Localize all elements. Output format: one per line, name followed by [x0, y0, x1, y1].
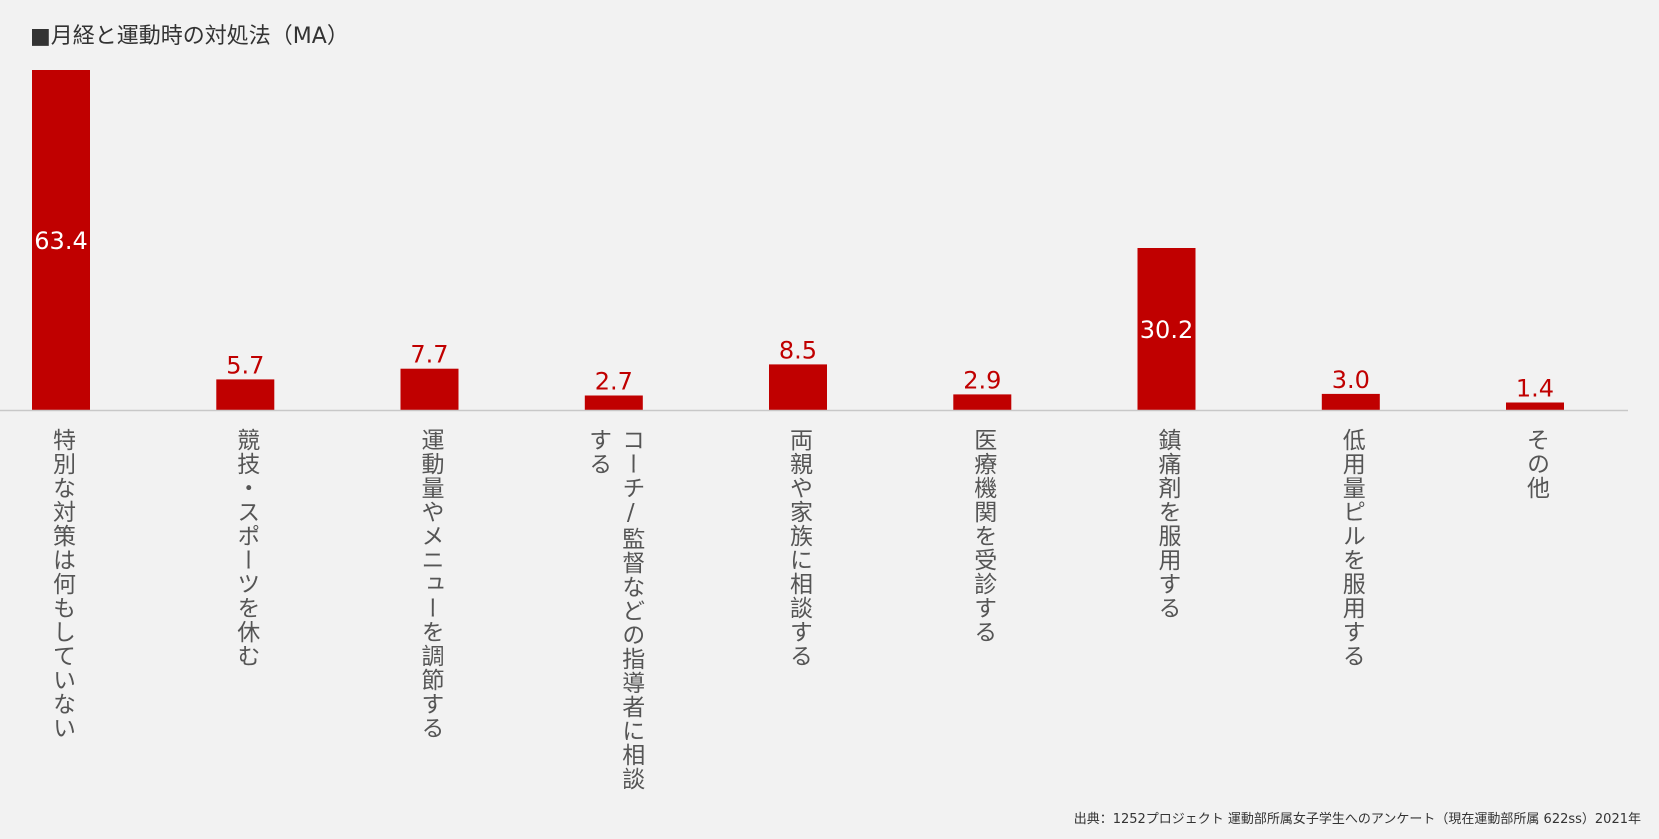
value-label-6: 30.2: [1140, 316, 1193, 344]
value-label-0: 63.4: [34, 227, 87, 255]
value-label-7: 3.0: [1332, 366, 1370, 394]
bar-2: [400, 368, 459, 410]
bar-1: [216, 379, 275, 410]
value-label-3: 2.7: [595, 368, 633, 396]
bar-3: [584, 395, 643, 410]
value-label-2: 7.7: [410, 341, 448, 369]
bar-7: [1321, 393, 1380, 410]
bar-8: [1506, 402, 1564, 410]
value-label-1: 5.7: [226, 351, 264, 379]
value-label-5: 2.9: [963, 366, 1001, 394]
source-note: 出典：1252プロジェクト 運動部所属女子学生へのアンケート（現在運動部所属 6…: [1073, 812, 1641, 827]
chart-title: ■月経と運動時の対処法（MA）: [30, 24, 349, 49]
bar-5: [953, 394, 1012, 410]
bar-4: [769, 364, 827, 410]
bar-0: [32, 70, 90, 410]
bar-6: [1137, 248, 1196, 410]
bars-group: [32, 70, 1564, 410]
value-label-8: 1.4: [1516, 375, 1554, 403]
value-label-4: 8.5: [779, 336, 817, 364]
value-labels-group: 63.4 5.7 7.7 2.7 8.5 2.9 30.2 3.0 1.4: [34, 227, 1554, 403]
